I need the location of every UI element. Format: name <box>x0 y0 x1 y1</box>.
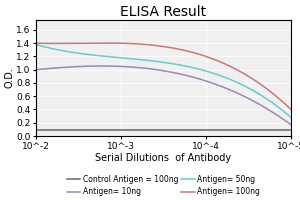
Antigen= 50ng <box>190 66 194 69</box>
Antigen= 10ng <box>186 75 190 77</box>
Antigen= 100ng <box>186 50 190 52</box>
Antigen= 50ng <box>185 65 189 68</box>
Antigen= 10ng <box>34 69 38 71</box>
Antigen= 10ng <box>100 65 103 67</box>
Title: ELISA Result: ELISA Result <box>120 5 207 19</box>
Control Antigen = 100ng <box>185 129 189 131</box>
Control Antigen = 100ng <box>190 129 194 131</box>
Antigen= 100ng <box>289 108 293 111</box>
Antigen= 100ng <box>35 42 39 44</box>
Antigen= 100ng <box>102 42 105 44</box>
Antigen= 50ng <box>35 44 39 46</box>
Antigen= 50ng <box>249 88 253 91</box>
Control Antigen = 100ng <box>266 129 270 131</box>
Control Antigen = 100ng <box>186 129 190 131</box>
Antigen= 10ng <box>187 75 190 77</box>
Antigen= 10ng <box>266 108 270 111</box>
X-axis label: Serial Dilutions  of Antibody: Serial Dilutions of Antibody <box>95 153 232 163</box>
Legend: Control Antigen = 100ng, Antigen= 10ng, Antigen= 50ng, Antigen= 100ng: Control Antigen = 100ng, Antigen= 10ng, … <box>67 175 260 196</box>
Antigen= 10ng <box>35 68 39 71</box>
Antigen= 50ng <box>289 116 293 119</box>
Antigen= 100ng <box>250 77 253 80</box>
Control Antigen = 100ng <box>34 129 38 131</box>
Antigen= 100ng <box>187 50 190 53</box>
Antigen= 100ng <box>191 51 195 54</box>
Antigen= 10ng <box>191 76 195 78</box>
Line: Antigen= 100ng: Antigen= 100ng <box>36 43 291 109</box>
Line: Antigen= 50ng: Antigen= 50ng <box>36 45 291 117</box>
Antigen= 10ng <box>289 124 293 126</box>
Y-axis label: O.D.: O.D. <box>5 68 15 88</box>
Control Antigen = 100ng <box>35 129 39 131</box>
Antigen= 50ng <box>265 98 269 100</box>
Antigen= 50ng <box>34 43 38 46</box>
Line: Antigen= 10ng: Antigen= 10ng <box>36 66 291 125</box>
Antigen= 100ng <box>34 42 38 44</box>
Antigen= 100ng <box>266 88 270 91</box>
Antigen= 10ng <box>250 99 253 101</box>
Antigen= 50ng <box>186 65 190 68</box>
Control Antigen = 100ng <box>250 129 253 131</box>
Control Antigen = 100ng <box>205 129 208 131</box>
Control Antigen = 100ng <box>289 129 293 131</box>
